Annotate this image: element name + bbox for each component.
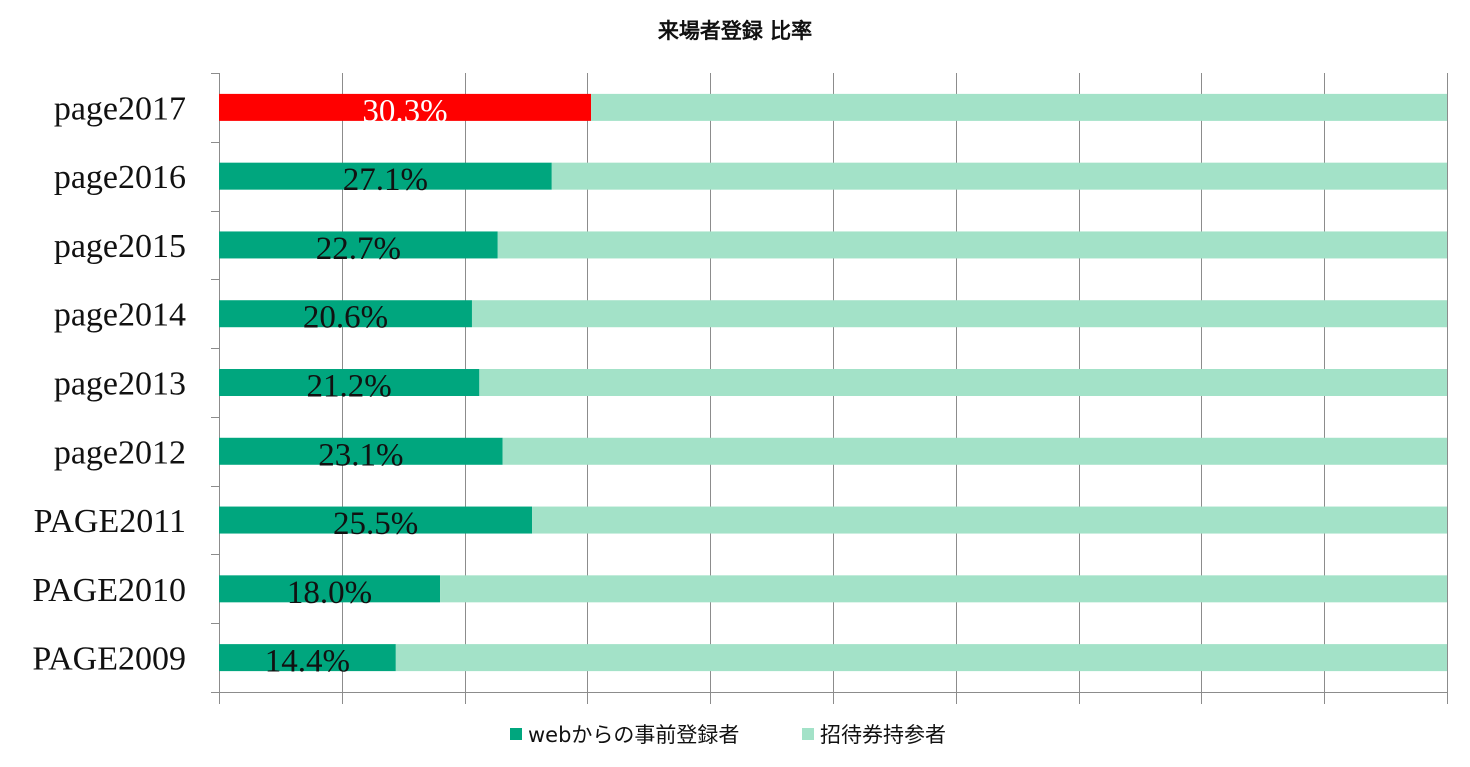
data-label: 18.0% bbox=[287, 575, 372, 611]
bar-invite-PAGE2009 bbox=[395, 644, 1447, 672]
bar-web-page2014 bbox=[219, 300, 472, 328]
data-label: 21.2% bbox=[307, 369, 392, 405]
category-label: page2016 bbox=[54, 159, 186, 196]
data-label: 25.5% bbox=[333, 506, 418, 542]
legend: webからの事前登録者 招待券持参者 bbox=[510, 723, 946, 747]
bar-web-PAGE2010 bbox=[219, 575, 441, 603]
data-labels: 30.3% 27.1% 22.7% 20.6% 21.2% 23.1% 25.5% 18.0%… bbox=[265, 93, 448, 679]
category-label: page2012 bbox=[54, 434, 186, 471]
bars bbox=[219, 93, 1448, 672]
data-label: 27.1% bbox=[343, 162, 428, 198]
category-label: page2013 bbox=[54, 366, 186, 403]
category-label: PAGE2009 bbox=[32, 641, 186, 678]
bar-web-page2016 bbox=[219, 162, 552, 190]
chart-title: 来場者登録 比率 bbox=[658, 19, 812, 43]
bar-invite-page2015 bbox=[497, 231, 1448, 259]
category-labels: page2017 page2016 page2015 page2014 page2013… bbox=[32, 90, 186, 677]
legend-label-invite: 招待券持参者 bbox=[820, 723, 946, 747]
category-label: page2014 bbox=[54, 297, 186, 334]
legend-label-web: webからの事前登録者 bbox=[528, 723, 739, 747]
bar-web-page2015 bbox=[219, 231, 498, 259]
category-label: PAGE2010 bbox=[32, 572, 186, 609]
data-label: 22.7% bbox=[316, 231, 401, 267]
legend-swatch-web bbox=[510, 728, 522, 740]
legend-swatch-invite bbox=[802, 728, 814, 740]
bar-web-page2017 bbox=[219, 93, 592, 121]
bar-invite-page2017 bbox=[591, 93, 1447, 121]
data-label: 14.4% bbox=[265, 644, 350, 680]
bar-invite-PAGE2010 bbox=[440, 575, 1447, 603]
bar-web-page2012 bbox=[219, 437, 503, 465]
bar-invite-page2013 bbox=[479, 369, 1447, 396]
category-label: page2015 bbox=[54, 228, 186, 265]
bar-invite-page2016 bbox=[551, 162, 1447, 190]
category-label: PAGE2011 bbox=[34, 503, 186, 540]
bar-web-PAGE2011 bbox=[219, 506, 533, 534]
data-label: 23.1% bbox=[318, 437, 403, 473]
bar-web-PAGE2009 bbox=[219, 644, 396, 672]
category-label: page2017 bbox=[54, 90, 186, 127]
bar-invite-PAGE2011 bbox=[532, 506, 1447, 534]
bar-invite-page2014 bbox=[471, 300, 1447, 328]
bar-web-page2013 bbox=[219, 369, 480, 396]
data-label: 30.3% bbox=[362, 93, 447, 129]
data-label: 20.6% bbox=[303, 300, 388, 336]
bar-invite-page2012 bbox=[502, 437, 1448, 465]
